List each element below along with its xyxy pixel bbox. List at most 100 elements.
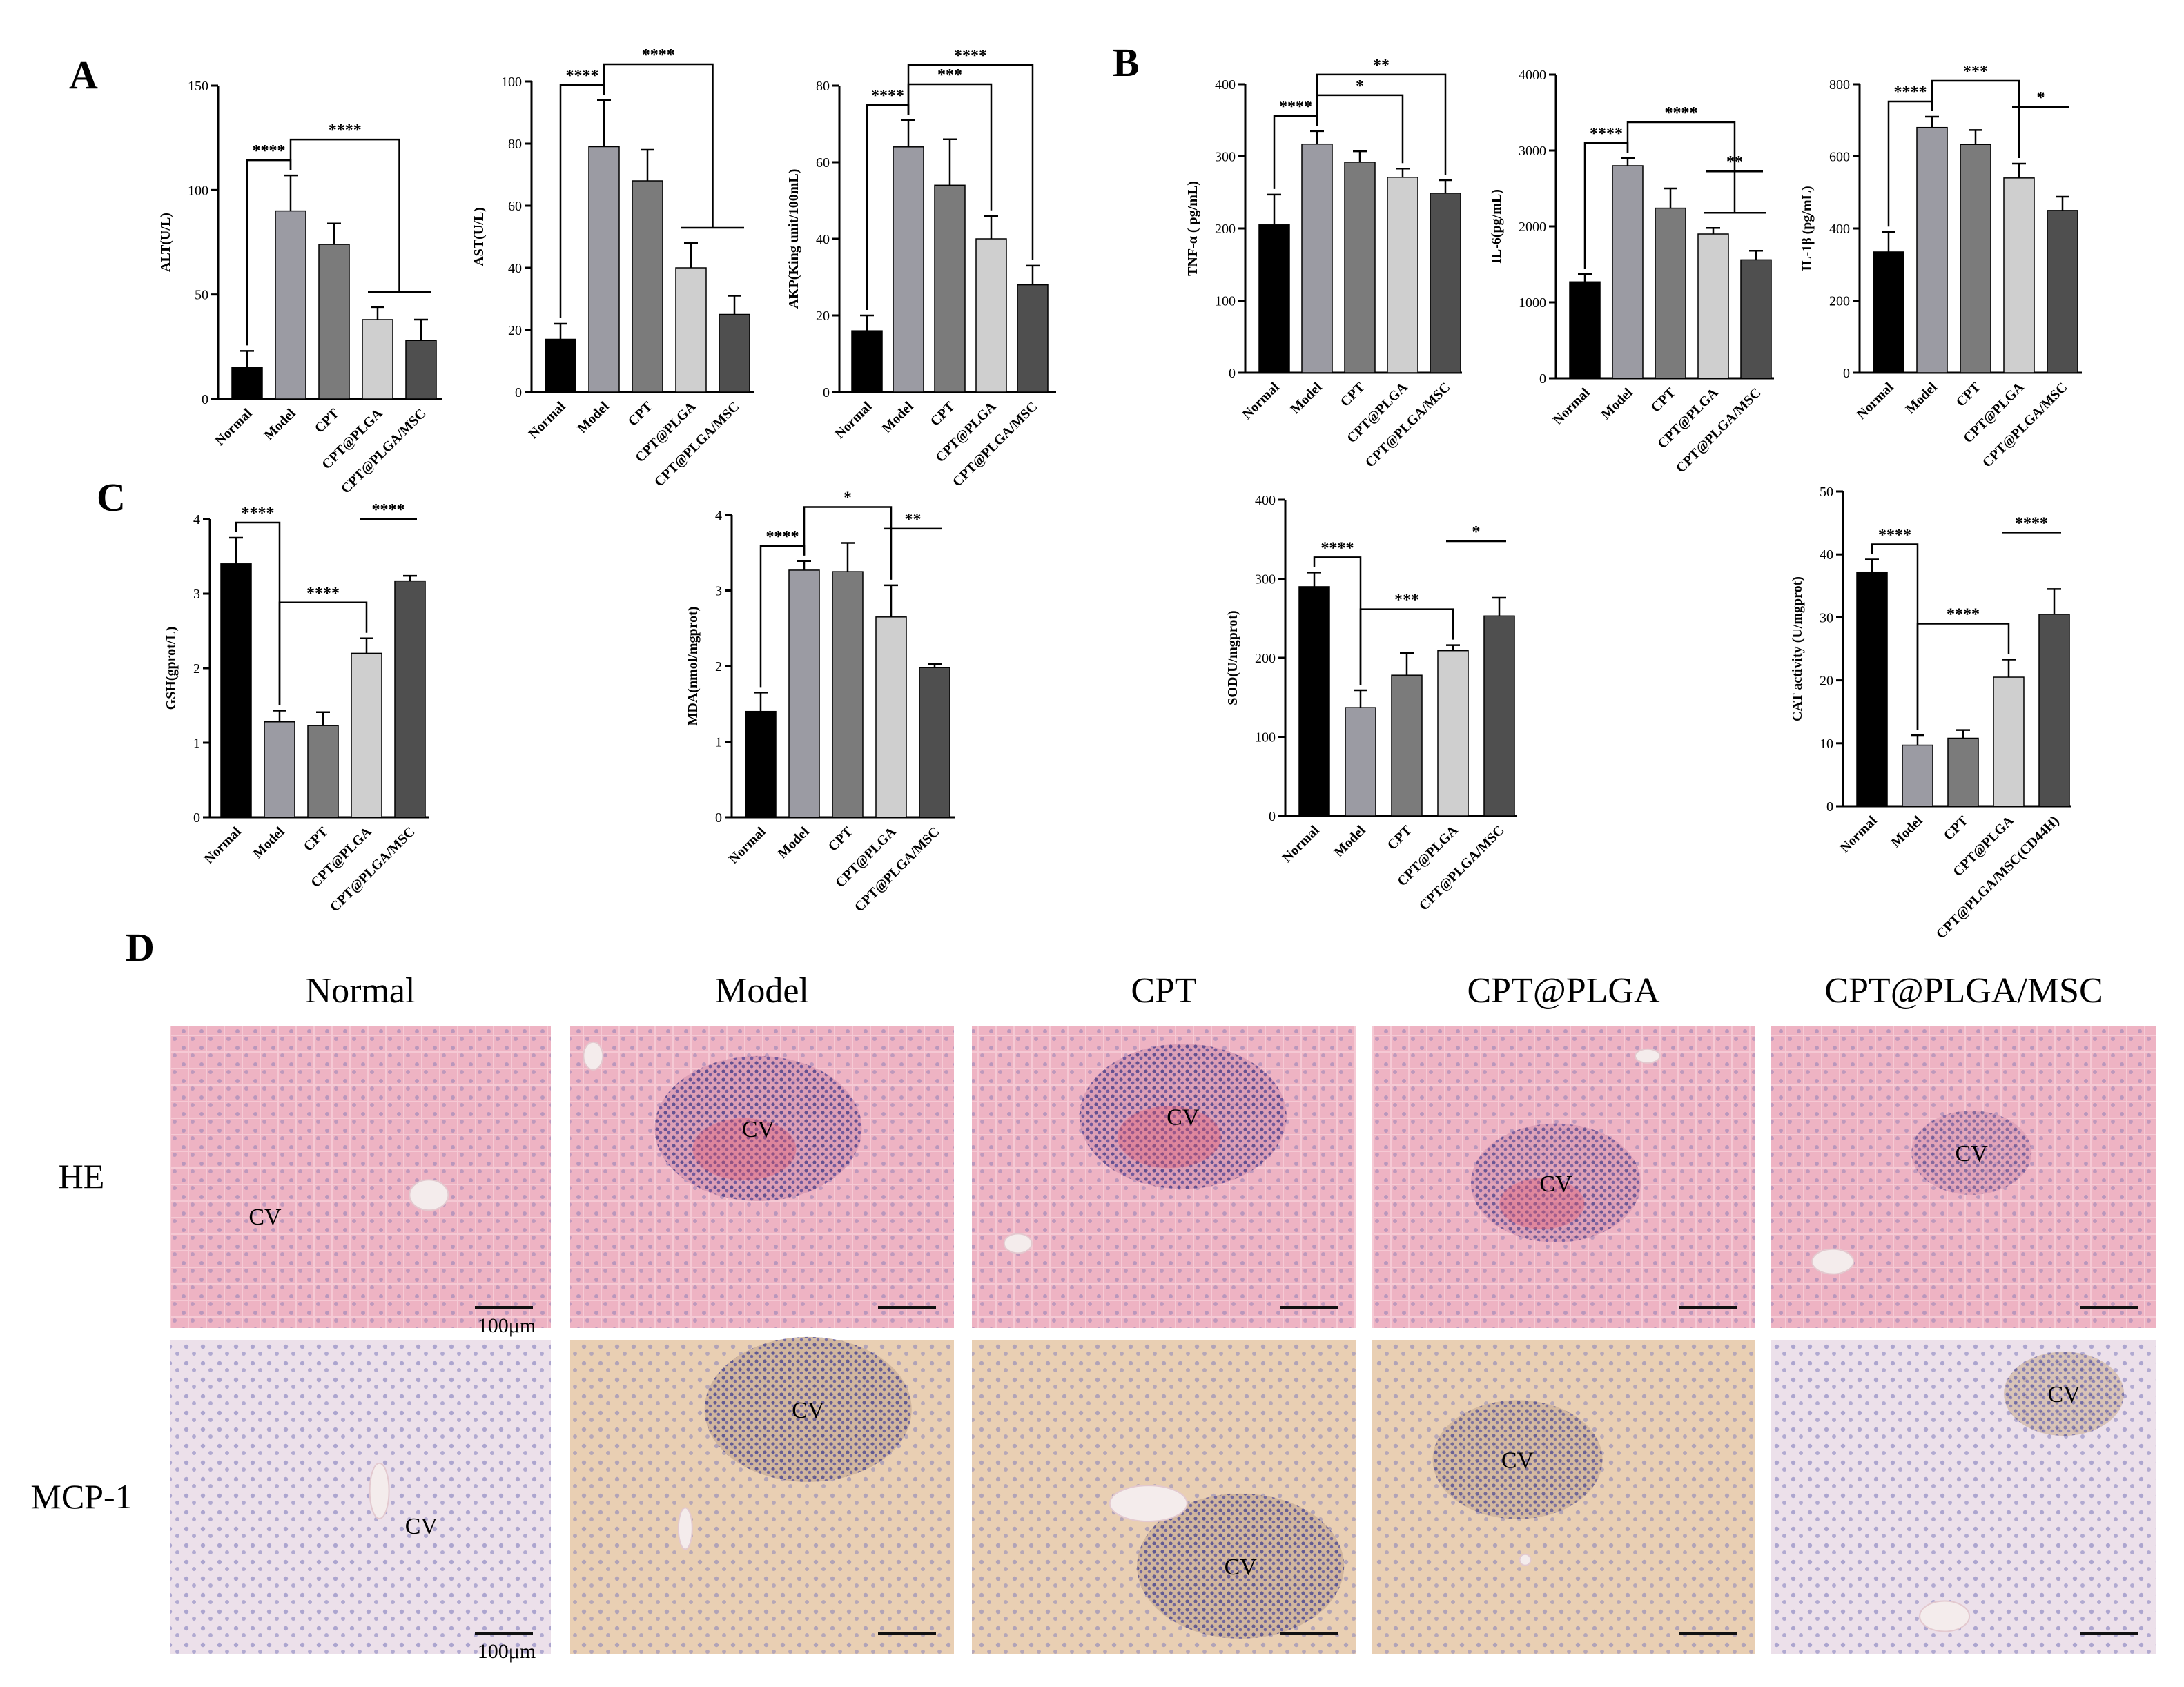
- category-label-model: Model: [1902, 380, 1940, 417]
- y-tick-label: 0: [202, 392, 208, 407]
- y-tick-label: 80: [508, 137, 522, 152]
- bar-cpt-plga: [875, 616, 907, 818]
- y-tick-label: 4000: [1519, 68, 1546, 83]
- y-tick-label: 100: [1255, 730, 1276, 745]
- bar-cpt-plga-msc: [1483, 615, 1515, 817]
- y-tick-label: 30: [1820, 610, 1833, 625]
- micrograph-he-cpt-plga: CV: [1372, 1026, 1755, 1328]
- vessel-lumen: [1519, 1553, 1532, 1566]
- chart-sod: 0 100 200 300 400 SOD(U/mgprot) Normal Model CPT…: [1225, 493, 1517, 914]
- significance-label: ****: [1279, 98, 1312, 116]
- vessel-lumen: [1919, 1600, 1971, 1632]
- category-label-normal: Normal: [1837, 813, 1880, 856]
- significance-label: ****: [329, 121, 362, 139]
- column-heading-cpt-plga-msc: CPT@PLGA/MSC: [1824, 971, 2103, 1011]
- category-label-cpt-plga-msc: CPT@PLGA/MSC: [652, 399, 743, 490]
- micrograph-mcp-1-model: CV: [570, 1336, 954, 1654]
- category-label-cpt-plga-msc: CPT@PLGA/MSC: [1363, 380, 1454, 471]
- category-label-cpt-plga-msc: CPT@PLGA/MSC: [327, 824, 418, 915]
- y-tick-label: 40: [1820, 547, 1833, 563]
- y-tick-label: 300: [1255, 572, 1276, 587]
- significance-bracket: [1916, 623, 2010, 730]
- bar-cpt-plga: [1437, 650, 1469, 817]
- significance-bracket: [1626, 121, 1736, 213]
- y-tick-label: 600: [1829, 150, 1850, 165]
- significance-label: ****: [242, 505, 275, 523]
- histology-grid: Normal Model CPT CPT@PLGA CPT@PLGA/MSC HE MCP-…: [30, 971, 2156, 1663]
- category-label-cpt: CPT: [1941, 813, 1971, 844]
- category-label-model: Model: [1331, 823, 1368, 860]
- category-label-cpt-plga-msc: CPT@PLGA/MSC: [1673, 385, 1764, 476]
- tissue-image: [170, 1340, 551, 1654]
- bar-cpt-plga: [1993, 676, 2025, 807]
- chart-il6: 0 1000 2000 3000 4000 IL-6(pg/mL) Normal Model C…: [1489, 68, 1774, 476]
- significance-label: ****: [306, 585, 340, 603]
- bar-model: [1902, 744, 1933, 807]
- category-label-normal: Normal: [1280, 823, 1323, 866]
- significance-bracket: [803, 506, 893, 580]
- significance-label: ****: [1878, 526, 1911, 544]
- y-tick-label: 80: [816, 79, 830, 94]
- central-vein-label: CV: [2047, 1382, 2080, 1407]
- category-label-cpt: CPT: [1648, 385, 1679, 416]
- central-vein-label: CV: [1956, 1141, 1989, 1167]
- bar-model: [788, 569, 820, 818]
- micrograph-mcp-1-normal: CV 100μm: [170, 1340, 551, 1663]
- category-label-cpt: CPT: [1338, 380, 1368, 410]
- bar-cpt: [1947, 737, 1979, 807]
- micrograph-mcp-1-cpt-plga-msc: CV: [1771, 1340, 2156, 1654]
- inflammatory-infiltrate: [2004, 1352, 2125, 1436]
- tissue-image: [170, 1026, 551, 1328]
- chart-mda: 0 1 2 3 4 MDA(nmol/mgprot) Normal Model CPTCPT@P…: [685, 489, 955, 915]
- significance-bracket: [289, 138, 400, 292]
- bar-normal: [231, 367, 263, 400]
- y-axis-label: TNF-α ( pg/mL): [1185, 181, 1200, 276]
- bar-cpt-plga: [1697, 233, 1729, 379]
- bar-normal: [1569, 281, 1601, 379]
- category-label-model: Model: [774, 824, 812, 861]
- y-tick-label: 0: [715, 810, 722, 826]
- category-label-cpt: CPT: [301, 824, 331, 855]
- bar-normal: [545, 338, 576, 393]
- bar-cpt-plga: [675, 267, 707, 393]
- y-tick-label: 60: [508, 199, 522, 214]
- bar-model: [1916, 126, 1948, 373]
- chart-tnf: 0 100 200 300 400 TNF-α ( pg/mL) Normal Model CP…: [1185, 57, 1462, 471]
- significance-label: ****: [372, 501, 405, 519]
- scale-bar-label: 100μm: [478, 1314, 536, 1337]
- vessel-lumen: [583, 1041, 604, 1071]
- significance-label: ****: [253, 142, 286, 160]
- significance-label: ****: [642, 46, 675, 64]
- significance-bracket: [603, 63, 714, 228]
- y-tick-label: 3: [193, 587, 200, 602]
- category-label-model: Model: [261, 406, 298, 443]
- y-tick-label: 50: [195, 288, 208, 303]
- category-label-normal: Normal: [202, 824, 244, 867]
- bar-model: [588, 146, 620, 393]
- hemorrhage-area: [1117, 1106, 1221, 1169]
- y-tick-label: 0: [823, 385, 830, 400]
- significance-label: **: [905, 511, 922, 529]
- central-vein-label: CV: [1539, 1171, 1572, 1197]
- bar-cpt: [307, 725, 339, 818]
- bar-normal: [1258, 224, 1290, 373]
- bar-normal: [851, 330, 883, 393]
- category-label-cpt: CPT: [1953, 380, 1984, 410]
- micrograph-mcp-1-cpt-plga: CV: [1372, 1340, 1755, 1654]
- category-label-cpt: CPT: [826, 824, 856, 855]
- category-label-normal: Normal: [526, 399, 569, 442]
- y-tick-label: 0: [1826, 799, 1833, 815]
- category-label-cpt: CPT: [625, 399, 656, 429]
- bar-model: [1612, 165, 1644, 379]
- y-tick-label: 0: [1229, 366, 1236, 381]
- y-tick-label: 100: [1215, 294, 1236, 309]
- central-vein-label: CV: [792, 1398, 825, 1423]
- inflammatory-infiltrate: [1432, 1400, 1603, 1519]
- category-label-cpt-plga-msc: CPT@PLGA/MSC: [852, 824, 943, 915]
- category-label-model: Model: [1598, 385, 1635, 422]
- bar-cpt-plga: [351, 652, 382, 818]
- y-tick-label: 100: [188, 183, 208, 198]
- column-heading-cpt: CPT: [1131, 971, 1196, 1011]
- y-tick-label: 20: [508, 323, 522, 338]
